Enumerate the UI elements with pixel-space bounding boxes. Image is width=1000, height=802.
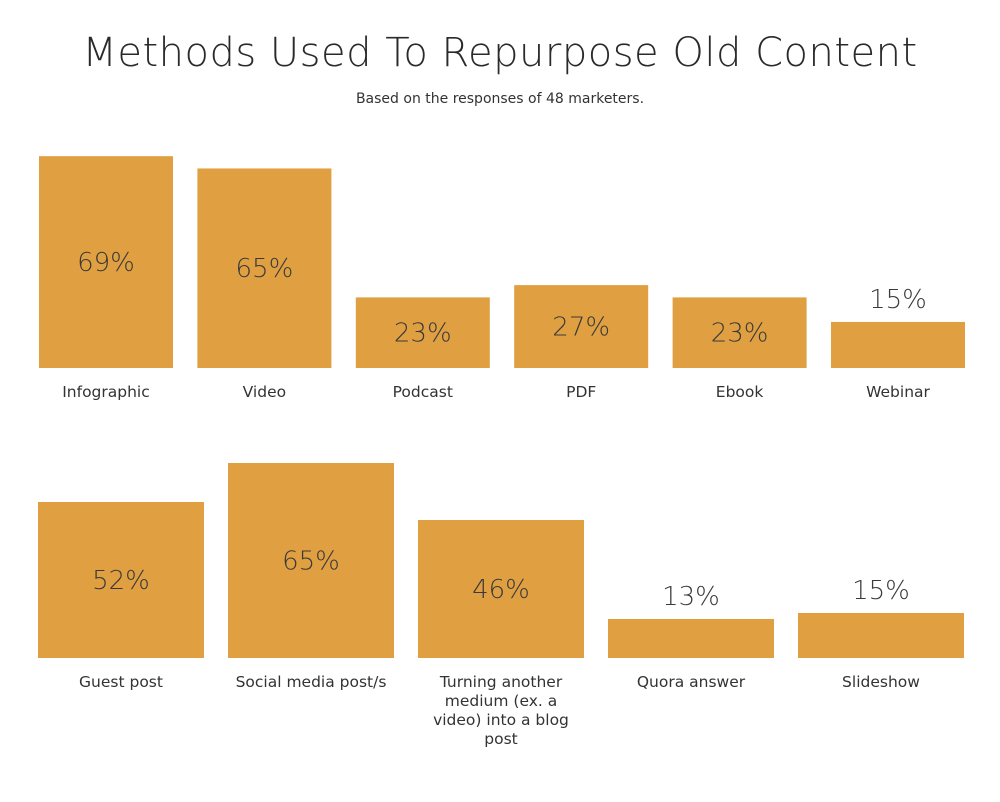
category-label: Video [243, 383, 286, 401]
data-label: 23% [711, 319, 769, 349]
data-label: 65% [236, 254, 294, 284]
bar [608, 619, 774, 658]
bar [514, 285, 649, 368]
category-label: Podcast [393, 383, 453, 401]
data-label: 52% [92, 566, 150, 596]
category-label: PDF [566, 383, 596, 401]
bar [831, 321, 965, 368]
category-label: Turning another medium (ex. a video) into … [433, 673, 569, 748]
category-label: Guest post [79, 673, 163, 691]
category-label: Webinar [866, 383, 930, 401]
data-label: 46% [472, 575, 530, 605]
bar [798, 613, 964, 658]
data-label: 23% [394, 319, 452, 349]
category-label: Social media post/s [236, 673, 387, 691]
data-label: 15% [852, 576, 910, 606]
data-label: 13% [662, 582, 720, 612]
data-label: 69% [77, 248, 135, 278]
chart-subtitle: Based on the responses of 48 marketers. [355, 91, 645, 107]
category-label: Quora answer [637, 673, 746, 691]
category-label: Infographic [62, 383, 150, 401]
bar [197, 168, 332, 368]
data-label: 27% [552, 313, 610, 343]
bar [39, 156, 173, 368]
bar [672, 297, 807, 368]
bar [355, 297, 490, 368]
category-label: Slideshow [842, 673, 920, 691]
data-label: 15% [869, 285, 927, 315]
category-label: Ebook [716, 383, 764, 401]
bar [38, 502, 204, 658]
bar [228, 463, 394, 658]
data-label: 65% [282, 547, 340, 577]
chart-title: Methods Used To Repurpose Old Content [82, 30, 918, 76]
bar [418, 520, 584, 658]
